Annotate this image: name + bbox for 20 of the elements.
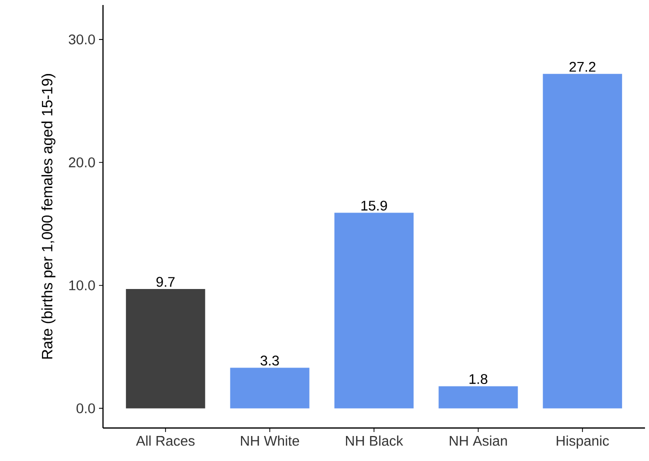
data-label: 9.7 bbox=[156, 276, 175, 287]
x-tick-label: Hispanic bbox=[556, 436, 609, 449]
x-tick-label: NH White bbox=[240, 436, 300, 446]
y-tick-label: 10.0 bbox=[69, 280, 95, 290]
y-tick-label: 30.0 bbox=[68, 34, 95, 44]
data-label: 3.3 bbox=[260, 356, 279, 366]
bar bbox=[230, 368, 310, 408]
bar bbox=[126, 289, 206, 408]
bar bbox=[438, 386, 518, 408]
x-tick-label: NH Black bbox=[346, 436, 404, 446]
y-tick-label: 0.0 bbox=[76, 403, 95, 414]
data-label: 15.9 bbox=[361, 200, 387, 211]
bar bbox=[334, 212, 414, 408]
x-tick-label: All Races bbox=[136, 436, 195, 446]
data-label: 27.2 bbox=[570, 62, 596, 72]
bar bbox=[542, 74, 622, 408]
x-tick-label: NH Asian bbox=[450, 436, 507, 446]
y-tick-label: 20.0 bbox=[68, 157, 95, 168]
y-axis-title: Rate (births per 1,000 females aged 15-19) bbox=[41, 74, 56, 359]
data-label: 1.8 bbox=[470, 374, 488, 384]
